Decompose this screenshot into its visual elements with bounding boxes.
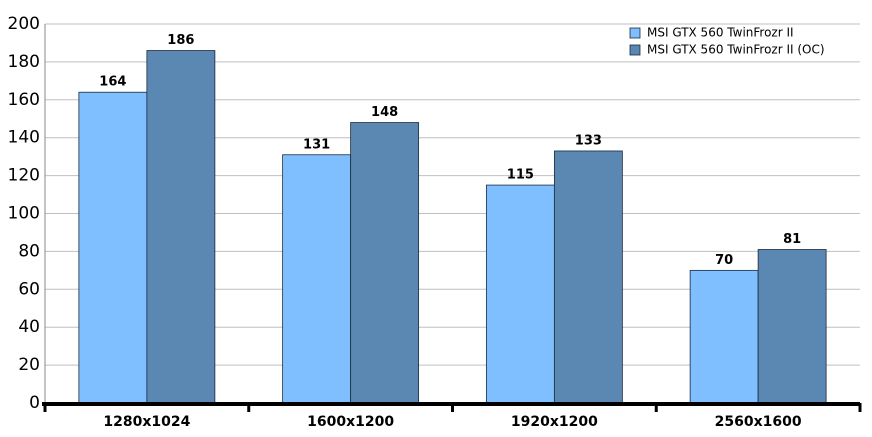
value-label: 164 bbox=[99, 75, 126, 90]
value-label: 148 bbox=[371, 105, 398, 120]
bar bbox=[553, 150, 623, 404]
y-tick-label: 60 bbox=[18, 279, 40, 299]
y-tick-label: 140 bbox=[8, 128, 40, 148]
bar bbox=[282, 154, 352, 404]
value-label: 131 bbox=[303, 137, 330, 152]
y-tick-label: 20 bbox=[18, 355, 40, 375]
legend-swatch bbox=[629, 27, 641, 39]
x-tick-label: 2560x1600 bbox=[715, 414, 802, 430]
y-tick-label: 200 bbox=[8, 14, 40, 34]
x-tick-label: 1920x1200 bbox=[511, 414, 598, 430]
y-tick-label: 40 bbox=[18, 317, 40, 337]
bar bbox=[689, 269, 759, 404]
bar bbox=[350, 122, 420, 404]
x-tick-label: 1280x1024 bbox=[103, 414, 190, 430]
legend-swatch bbox=[629, 44, 641, 56]
bar bbox=[78, 91, 148, 404]
value-label: 115 bbox=[507, 168, 534, 183]
value-label: 70 bbox=[715, 253, 733, 268]
value-label: 81 bbox=[783, 232, 801, 247]
y-tick-label: 160 bbox=[8, 90, 40, 110]
y-tick-label: 0 bbox=[29, 393, 40, 413]
bar bbox=[146, 50, 216, 404]
y-tick-label: 80 bbox=[18, 241, 40, 261]
value-label: 133 bbox=[575, 133, 602, 148]
y-tick-label: 100 bbox=[8, 204, 40, 224]
value-label: 186 bbox=[167, 33, 194, 48]
bar bbox=[757, 249, 827, 404]
legend-label: MSI GTX 560 TwinFrozr II (OC) bbox=[647, 43, 825, 57]
x-tick-label: 1600x1200 bbox=[307, 414, 394, 430]
y-tick-label: 180 bbox=[8, 52, 40, 72]
y-tick-label: 120 bbox=[8, 166, 40, 186]
legend-label: MSI GTX 560 TwinFrozr II bbox=[647, 26, 794, 40]
bar bbox=[485, 184, 555, 404]
